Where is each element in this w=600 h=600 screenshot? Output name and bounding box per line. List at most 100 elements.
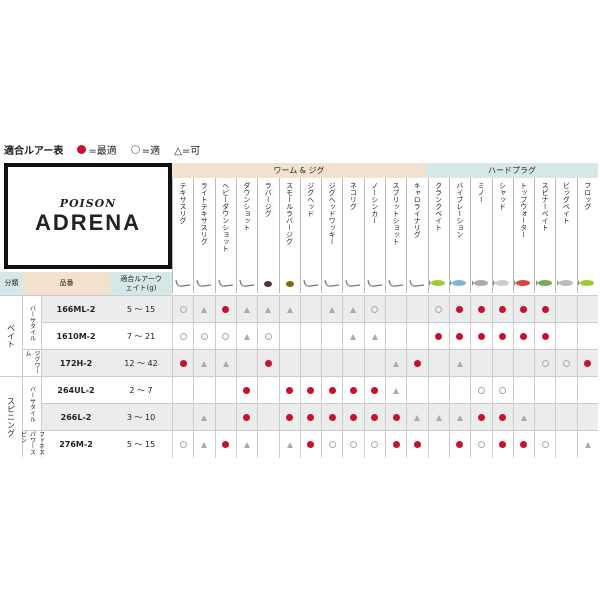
rating-cell: [470, 296, 491, 323]
rating-cell: [172, 377, 193, 404]
ok-triangle-icon: [201, 306, 208, 313]
subcategory-label: フィネス パワースピン: [19, 430, 45, 457]
lure-weight: 5 〜 15: [126, 440, 156, 449]
rating-cell: [299, 350, 321, 377]
rating-cell: [470, 350, 491, 377]
shad-icon: [491, 272, 513, 293]
column-header-6: ジグヘッド: [299, 178, 321, 272]
rating-cell: [257, 350, 278, 377]
rating-cell: [491, 377, 513, 404]
hook-icon: [406, 272, 427, 293]
rating-cell: [406, 404, 427, 431]
ok-triangle-icon: [456, 414, 463, 421]
rating-cell: [321, 404, 342, 431]
rating-cell: [363, 296, 385, 323]
rating-cell: [299, 431, 321, 458]
best-dot-icon: [349, 387, 357, 394]
rating-cell: [278, 431, 300, 458]
good-circle-icon: [541, 441, 549, 448]
rating-cell: [470, 404, 491, 431]
best-dot-icon: [477, 333, 485, 340]
best-dot-icon: [307, 387, 315, 394]
rating-cell: [193, 404, 214, 431]
rating-cell: [406, 431, 427, 458]
good-circle-icon: [541, 360, 549, 367]
rating-cell: [406, 377, 427, 404]
best-dot-icon: [179, 360, 187, 367]
rating-cell: [470, 377, 491, 404]
best-dot-icon: [499, 333, 506, 340]
jighead-icon: [321, 272, 342, 293]
best-dot-icon: [243, 414, 251, 421]
ok-triangle-icon: [201, 360, 208, 367]
table-row: 276M-2 5 〜 15: [42, 430, 598, 458]
rating-cell: [193, 431, 214, 458]
rating-cell: [448, 404, 470, 431]
good-circle-icon: [435, 306, 443, 313]
best-dot-icon: [286, 414, 293, 421]
rating-cell: [342, 323, 363, 350]
ok-triangle-icon: [243, 306, 250, 313]
rating-cell: [235, 431, 257, 458]
legend-good: =適: [141, 146, 161, 157]
good-circle-icon: [328, 441, 336, 448]
lure-weight: 5 〜 15: [126, 305, 156, 314]
rating-cell: [512, 404, 534, 431]
lure-weight: 7 〜 21: [126, 332, 156, 341]
good-circle-icon: [179, 441, 187, 448]
column-header-0: テキサスリグ: [172, 178, 193, 272]
rating-cell: [321, 377, 342, 404]
rating-cell: [576, 377, 598, 404]
rating-cell: [214, 377, 236, 404]
minnow-icon: [470, 272, 491, 293]
rating-cell: [193, 377, 214, 404]
best-dot-icon: [435, 333, 443, 340]
column-header-8: ネコリグ: [342, 178, 363, 272]
ok-triangle-icon: [329, 306, 336, 313]
rating-cell: [172, 323, 193, 350]
rating-cell: [278, 350, 300, 377]
rating-cell: [342, 431, 363, 458]
rating-cell: [491, 296, 513, 323]
ok-triangle-icon: [584, 441, 591, 448]
rating-cell: [363, 323, 385, 350]
rating-cell: [385, 296, 406, 323]
rating-cell: [576, 296, 598, 323]
ok-triangle-icon: [350, 306, 357, 313]
rating-cell: [363, 350, 385, 377]
column-header-19: フロッグ: [576, 178, 598, 272]
subcategory-label: バーサタイル: [23, 295, 42, 349]
best-dot-icon: [286, 387, 293, 394]
good-circle-icon: [179, 306, 187, 313]
best-dot-icon: [477, 306, 485, 313]
rating-cell: [235, 350, 257, 377]
best-dot-icon: [371, 414, 379, 421]
rating-cell: [299, 377, 321, 404]
column-header-7: ジグヘッドワッキー: [321, 178, 342, 272]
column-header-11: キャロライナリグ: [406, 178, 427, 272]
model-number: 172H-2: [59, 359, 93, 368]
frog-icon: [576, 272, 598, 293]
vibration-icon: [448, 272, 470, 293]
good-circle-icon: [179, 333, 187, 340]
rating-cell: [448, 323, 470, 350]
best-dot-icon: [456, 441, 464, 448]
topwater-icon: [512, 272, 534, 293]
rating-cell: [470, 323, 491, 350]
column-header-17: スピナーベイト: [534, 178, 555, 272]
good-circle-icon: [349, 441, 357, 448]
good-circle-icon: [477, 387, 485, 394]
rating-cell: [512, 377, 534, 404]
rating-cell: [235, 296, 257, 323]
column-header-15: シャッド: [491, 178, 513, 272]
best-dot-icon: [77, 145, 87, 154]
column-header-18: ビッグベイト: [555, 178, 576, 272]
legend-title: 適合ルアー表: [4, 146, 64, 157]
rating-cell: [385, 323, 406, 350]
rating-cell: [534, 350, 555, 377]
group-hard-plug: ハードプラグ: [426, 163, 598, 178]
rating-cell: [427, 296, 449, 323]
column-header-5: スモールラバージグ: [278, 178, 300, 272]
rating-cell: [299, 323, 321, 350]
bigbait-icon: [555, 272, 576, 293]
